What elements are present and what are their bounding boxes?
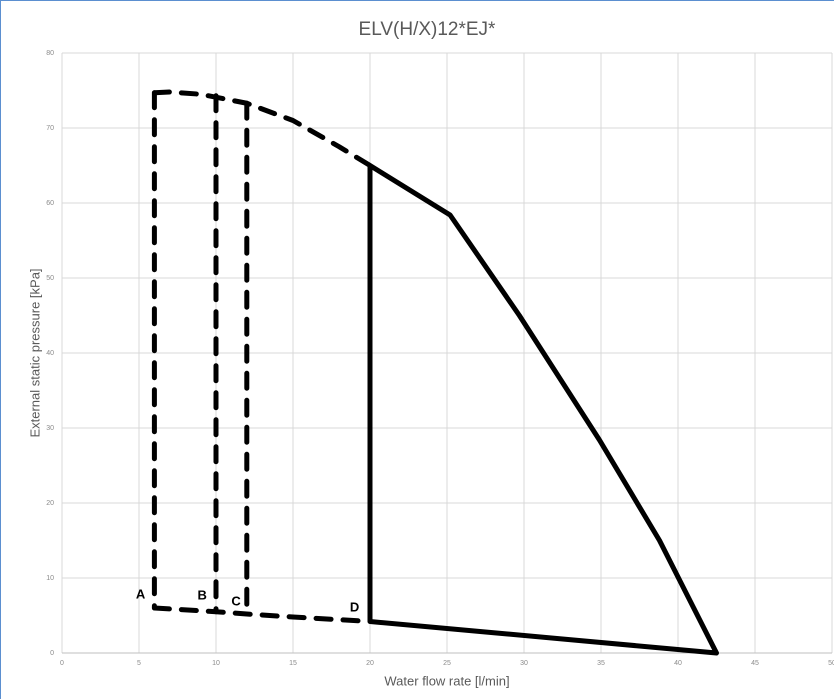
y-tick-label: 30 (46, 425, 54, 432)
x-axis-label: Water flow rate [l/min] (384, 673, 509, 688)
chart-title: ELV(H/X)12*EJ* (359, 19, 497, 40)
y-tick-label: 0 (50, 650, 54, 657)
y-tick-label: 20 (46, 500, 54, 507)
x-tick-label: 30 (520, 660, 528, 667)
y-tick-label: 50 (46, 275, 54, 282)
x-tick-label: 5 (137, 660, 141, 667)
annotation: A (136, 587, 146, 602)
y-tick-label: 70 (46, 125, 54, 132)
x-tick-label: 40 (674, 660, 682, 667)
y-tick-label: 10 (46, 575, 54, 582)
x-tick-label: 25 (443, 660, 451, 667)
x-tick-label: 0 (60, 660, 64, 667)
x-tick-label: 20 (366, 660, 374, 667)
y-tick-label: 80 (46, 50, 54, 57)
line-series (367, 163, 719, 656)
x-tick-label: 15 (289, 660, 297, 667)
y-tick-label: 40 (46, 350, 54, 357)
line-series (151, 605, 373, 624)
x-tick-label: 10 (212, 660, 220, 667)
x-tick-label: 45 (751, 660, 759, 667)
y-axis-label: External static pressure [kPa] (27, 268, 42, 437)
annotation: D (350, 599, 359, 614)
y-tick-label: 60 (46, 200, 54, 207)
annotation: B (197, 587, 206, 602)
x-tick-label: 50 (828, 660, 834, 667)
x-tick-label: 35 (597, 660, 605, 667)
annotation: C (231, 593, 241, 608)
